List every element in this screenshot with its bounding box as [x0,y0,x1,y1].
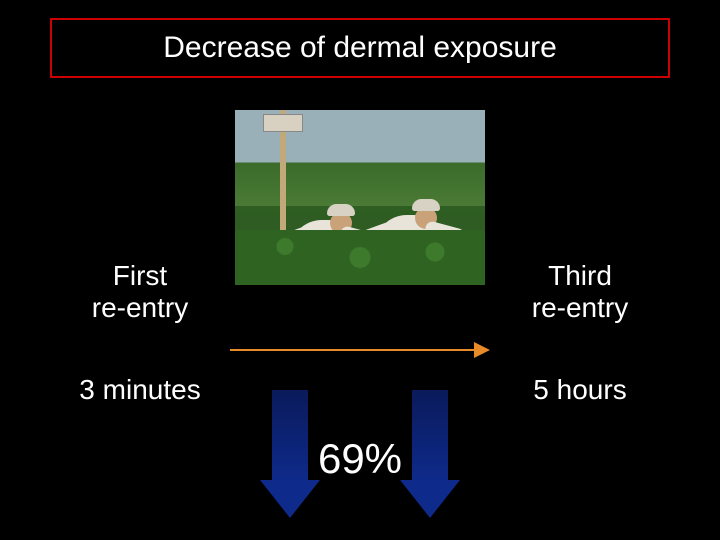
third-time: 5 hours [500,374,660,406]
foliage [235,230,485,285]
third-line2: re-entry [532,292,628,323]
third-reentry-label: Third re-entry [500,260,660,324]
percent-value: 69% [0,435,720,483]
first-reentry-label: First re-entry [60,260,220,324]
horizontal-arrow [230,340,490,360]
left-column: First re-entry 3 minutes [60,260,220,406]
first-line2: re-entry [92,292,188,323]
first-line1: First [113,260,167,291]
arrow-line [230,349,474,351]
first-time: 3 minutes [60,374,220,406]
worker-hat [327,204,355,216]
slide-title: Decrease of dermal exposure [163,31,557,65]
field-workers-image [235,110,485,285]
arrow-head-icon [474,342,490,358]
worker-hat [412,199,440,211]
right-column: Third re-entry 5 hours [500,260,660,406]
third-line1: Third [548,260,612,291]
title-box: Decrease of dermal exposure [50,18,670,78]
arrow-down-head-icon [260,480,320,518]
arrow-down-head-icon [400,480,460,518]
sign-board [263,114,303,132]
